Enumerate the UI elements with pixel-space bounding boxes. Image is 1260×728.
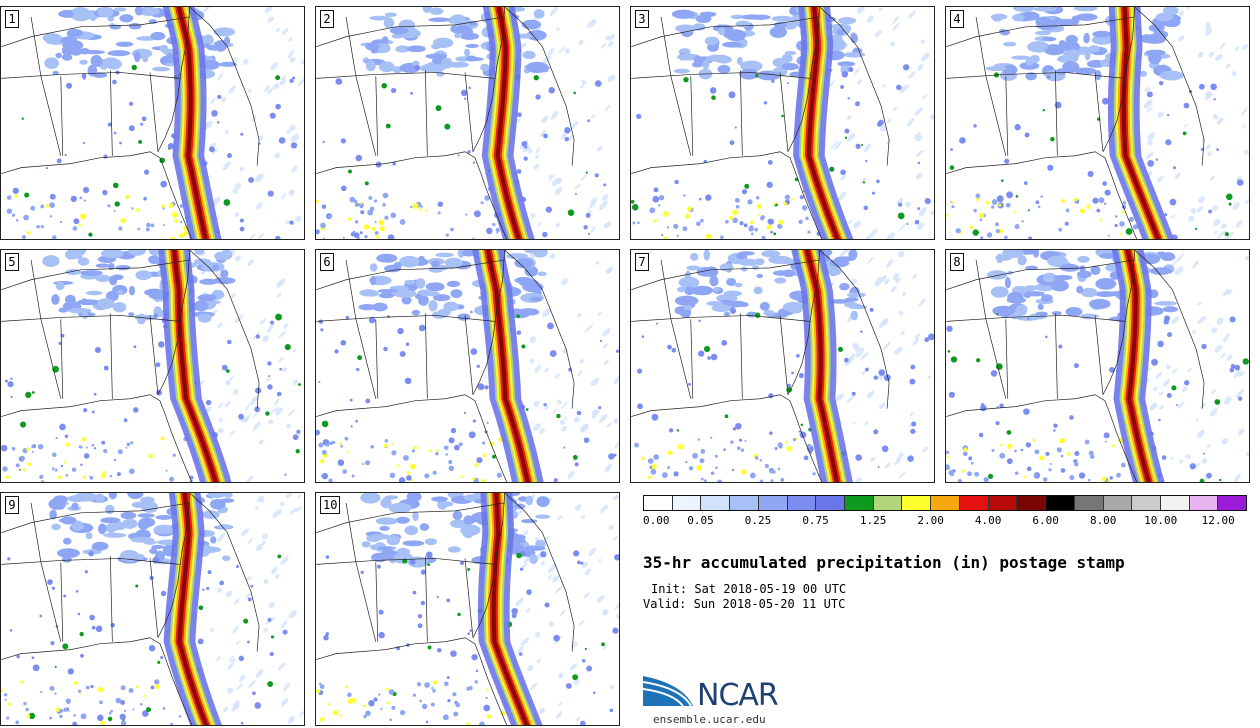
precip-map bbox=[1, 250, 301, 482]
precip-map bbox=[316, 7, 616, 239]
precip-map bbox=[1, 493, 304, 725]
colorbar-segment bbox=[672, 496, 702, 510]
colorbar-segment bbox=[1160, 496, 1190, 510]
colorbar-tick-label: 0.75 bbox=[802, 514, 829, 527]
colorbar-tick-label: 1.25 bbox=[859, 514, 887, 527]
member-number: 4 bbox=[950, 10, 964, 28]
valid-time: Valid: Sun 2018-05-20 11 UTC bbox=[643, 597, 846, 611]
colorbar-segment bbox=[1103, 496, 1133, 510]
member-number: 3 bbox=[635, 10, 649, 28]
colorbar-segment bbox=[902, 496, 932, 510]
colorbar-segment bbox=[1189, 496, 1219, 510]
colorbar-segment bbox=[758, 496, 788, 510]
postage-stamp-panel: 7 bbox=[630, 249, 935, 483]
colorbar-segment bbox=[988, 496, 1018, 510]
colorbar-tick-label: 0.25 bbox=[744, 514, 772, 527]
postage-stamp-panel: 1 bbox=[0, 6, 305, 240]
init-time: Init: Sat 2018-05-19 00 UTC bbox=[651, 582, 847, 596]
colorbar-segment bbox=[1132, 496, 1161, 510]
colorbar-segment bbox=[730, 496, 759, 510]
precip-map bbox=[1, 7, 304, 239]
postage-stamp-panel: 2 bbox=[315, 6, 620, 240]
member-number: 5 bbox=[5, 253, 19, 271]
colorbar-segment bbox=[787, 496, 817, 510]
precip-map bbox=[316, 250, 619, 482]
member-number: 2 bbox=[320, 10, 334, 28]
colorbar-tick-label: 0.05 bbox=[687, 514, 714, 527]
member-number: 7 bbox=[635, 253, 649, 271]
colorbar-tick-label: 12.00 bbox=[1201, 514, 1235, 527]
precip-map bbox=[631, 7, 934, 239]
ncar-logo-text: NCAR bbox=[697, 678, 779, 713]
colorbar-segment bbox=[644, 496, 673, 510]
colorbar-tick-label: 10.00 bbox=[1144, 514, 1178, 527]
postage-stamp-panel: 9 bbox=[0, 492, 305, 726]
postage-stamp-panel: 5 bbox=[0, 249, 305, 483]
postage-stamp-panel: 8 bbox=[945, 249, 1250, 483]
postage-stamp-panel: 10 bbox=[315, 492, 620, 726]
precip-map bbox=[946, 7, 1249, 239]
precip-colorbar bbox=[643, 495, 1247, 511]
colorbar-segment bbox=[931, 496, 960, 510]
site-url: ensemble.ucar.edu bbox=[653, 713, 766, 726]
colorbar-tick-label: 8.00 bbox=[1089, 514, 1117, 527]
colorbar-segment bbox=[845, 496, 874, 510]
postage-stamp-panel: 4 bbox=[945, 6, 1250, 240]
colorbar-tick-label: 2.00 bbox=[917, 514, 944, 527]
member-number: 8 bbox=[950, 253, 964, 271]
member-number: 6 bbox=[320, 253, 334, 271]
colorbar-segment bbox=[1218, 496, 1247, 510]
plot-title: 35-hr accumulated precipitation (in) pos… bbox=[643, 553, 1125, 572]
colorbar-tick-label: 6.00 bbox=[1032, 514, 1059, 527]
precip-map bbox=[316, 493, 619, 725]
colorbar-segment bbox=[873, 496, 903, 510]
colorbar-segment bbox=[1046, 496, 1075, 510]
colorbar-segment bbox=[816, 496, 846, 510]
colorbar-segment bbox=[959, 496, 989, 510]
member-number: 9 bbox=[5, 496, 19, 514]
colorbar-tick-label: 4.00 bbox=[974, 514, 1002, 527]
member-number: 10 bbox=[320, 496, 341, 514]
postage-stamp-panel: 6 bbox=[315, 249, 620, 483]
member-number: 1 bbox=[5, 10, 19, 28]
ncar-logo-icon bbox=[643, 676, 693, 707]
colorbar-segment bbox=[1017, 496, 1047, 510]
precip-map bbox=[631, 250, 934, 482]
colorbar-labels: 0.00 0.05 0.25 0.75 1.25 2.00 4.00 6.00 8.00 10.0… bbox=[643, 514, 1247, 528]
precip-map bbox=[946, 250, 1249, 482]
colorbar-segment bbox=[1074, 496, 1104, 510]
colorbar-tick-label: 0.00 bbox=[643, 514, 670, 527]
colorbar-segment bbox=[701, 496, 731, 510]
postage-stamp-panel: 3 bbox=[630, 6, 935, 240]
